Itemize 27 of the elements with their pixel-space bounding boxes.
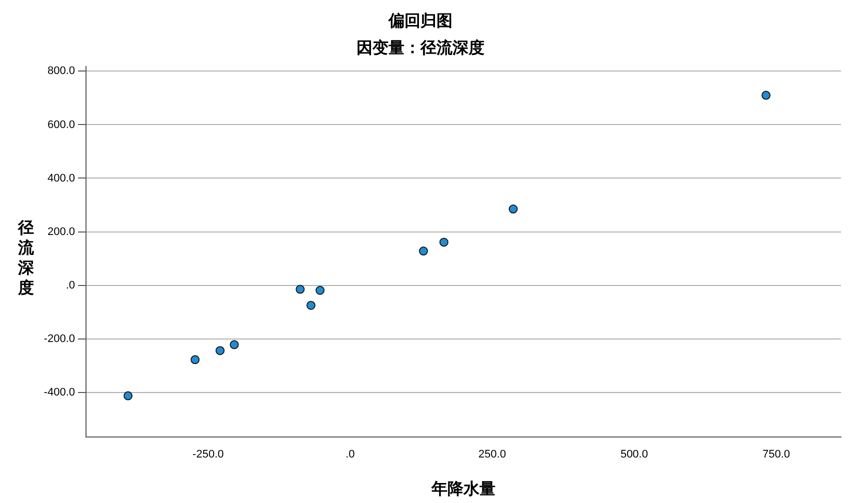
- chart-subtitle: 因变量：径流深度: [356, 38, 484, 57]
- point: [418, 246, 428, 256]
- y-tick-label: -200.0: [44, 332, 75, 345]
- point: [190, 355, 200, 364]
- x-tick-label: 250.0: [478, 448, 506, 461]
- y-tick-label: .0: [66, 279, 75, 292]
- x-tick-label: -250.0: [192, 448, 224, 461]
- point: [296, 284, 305, 294]
- point: [230, 340, 239, 350]
- y-tick-label: 200.0: [47, 226, 75, 238]
- x-tick-label: 500.0: [620, 448, 648, 461]
- y-tick-label: 400.0: [47, 172, 75, 184]
- chart-title: 偏回归图: [388, 10, 452, 30]
- point: [306, 300, 316, 310]
- y-tick-label: 800.0: [47, 65, 75, 78]
- x-tick-label: 750.0: [762, 448, 790, 461]
- point: [439, 238, 448, 247]
- x-axis-title: 年降水量: [430, 480, 496, 498]
- x-tick-label: .0: [346, 448, 355, 461]
- point: [216, 346, 225, 356]
- point: [124, 391, 133, 400]
- point: [508, 204, 518, 214]
- y-axis-title: 径流深度: [18, 218, 35, 298]
- y-tick-label: 600.0: [47, 118, 75, 131]
- point: [762, 90, 771, 100]
- point: [316, 286, 325, 295]
- y-tick-label: -400.0: [44, 386, 75, 398]
